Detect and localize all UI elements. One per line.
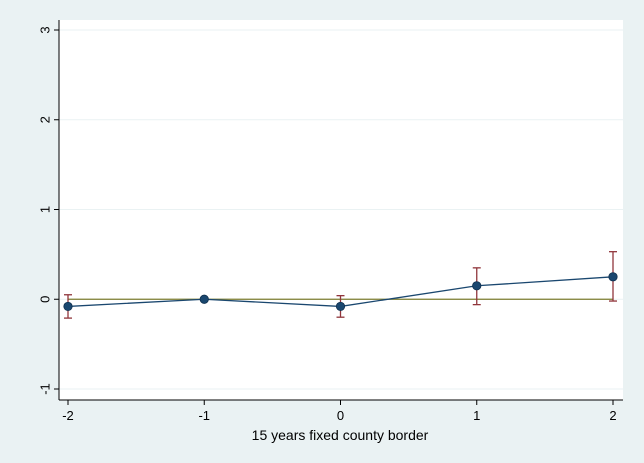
data-point <box>609 273 617 281</box>
data-point <box>473 282 481 290</box>
x-axis-label: 15 years fixed county border <box>252 427 429 443</box>
x-tick-label: 0 <box>337 408 344 423</box>
y-tick-label: -1 <box>38 383 53 395</box>
data-point <box>336 302 344 310</box>
x-tick-label: 1 <box>473 408 480 423</box>
y-tick-label: 3 <box>38 26 53 33</box>
x-tick-label: 2 <box>609 408 616 423</box>
y-tick-label: 0 <box>38 296 53 303</box>
y-tick-label: 2 <box>38 116 53 123</box>
data-point <box>200 295 208 303</box>
x-tick-label: -1 <box>198 408 210 423</box>
y-tick-label: 1 <box>38 206 53 213</box>
x-tick-label: -2 <box>62 408 74 423</box>
data-point <box>64 302 72 310</box>
